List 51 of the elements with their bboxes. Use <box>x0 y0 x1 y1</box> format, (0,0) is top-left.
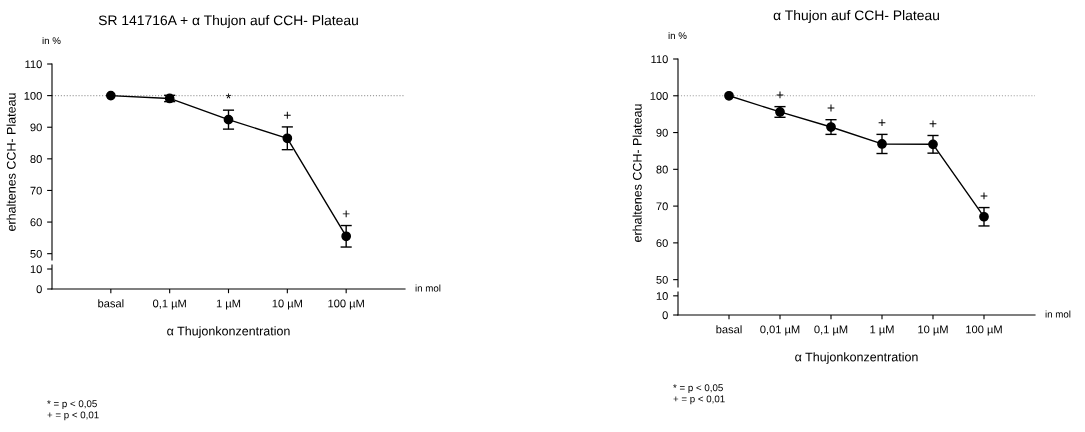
text: 0 <box>36 285 42 294</box>
x-tick-label: 10 µM <box>272 299 302 310</box>
chart-title: SR 141716A + α Thujon auf CCH- Plateau <box>98 15 358 28</box>
data-label: + <box>878 119 886 127</box>
x-tick-label: 100 µM <box>328 299 364 310</box>
x-axis-title: α Thujonkonzentration <box>795 352 918 364</box>
data-label: * <box>226 93 231 99</box>
y-tick-label: 90 <box>30 123 42 132</box>
text: in % <box>668 31 687 40</box>
data-label: + <box>342 210 350 218</box>
data-label: + <box>827 104 835 112</box>
x-tick-label: 0,1 µM <box>153 299 186 310</box>
x-tick-label: basal <box>716 325 742 334</box>
text: * = p < 0,05 + = p < 0,01 <box>673 384 725 405</box>
y-tick-label: 100 <box>650 92 668 100</box>
data-label: + <box>929 120 937 128</box>
text: in % <box>42 36 61 45</box>
x-tick-label: basal <box>98 299 124 308</box>
x-tick-label: 1 µM <box>216 299 241 310</box>
y-axis-title: erhaltenes CCH- Plateau <box>632 104 642 242</box>
y-tick-label: 70 <box>30 186 42 195</box>
text: * = p < 0,05 + = p < 0,01 <box>47 400 99 421</box>
y-tick-label: 60 <box>30 218 42 227</box>
x-tick-label: 0,1 µM <box>814 325 848 336</box>
x-tick-label: 1 µM <box>870 325 894 336</box>
x-tick-label: 100 µM <box>966 325 1002 336</box>
y-tick-label: 50 <box>30 249 42 258</box>
y-tick-label: 110 <box>651 55 668 64</box>
text: in mol <box>1045 310 1071 318</box>
point <box>724 90 734 101</box>
x-tick-label: 0,01 µM <box>760 325 800 336</box>
y-tick-label: 70 <box>656 202 668 211</box>
data-label: + <box>776 91 784 99</box>
text: 0 <box>662 311 668 320</box>
text: 10 <box>656 292 668 300</box>
chart-title: α Thujon auf CCH- Plateau <box>773 10 939 23</box>
data-label: + <box>283 111 291 119</box>
text: 10 <box>30 265 42 274</box>
x-axis-title: α Thujonkonzentration <box>167 326 290 338</box>
y-axis-title: erhaltenes CCH- Plateau <box>6 93 16 231</box>
y-tick-label: 110 <box>25 60 42 69</box>
text: in mol <box>415 284 441 292</box>
y-tick-label: 50 <box>656 275 668 284</box>
x-tick-label: 10 µM <box>918 325 948 336</box>
y-tick-label: 90 <box>656 128 668 137</box>
y-tick-label: 100 <box>24 91 42 100</box>
y-tick-label: 80 <box>656 165 668 174</box>
y-tick-label: 80 <box>30 155 42 163</box>
y-tick-label: 60 <box>656 239 668 248</box>
point <box>105 90 116 101</box>
data-label: + <box>980 192 988 200</box>
